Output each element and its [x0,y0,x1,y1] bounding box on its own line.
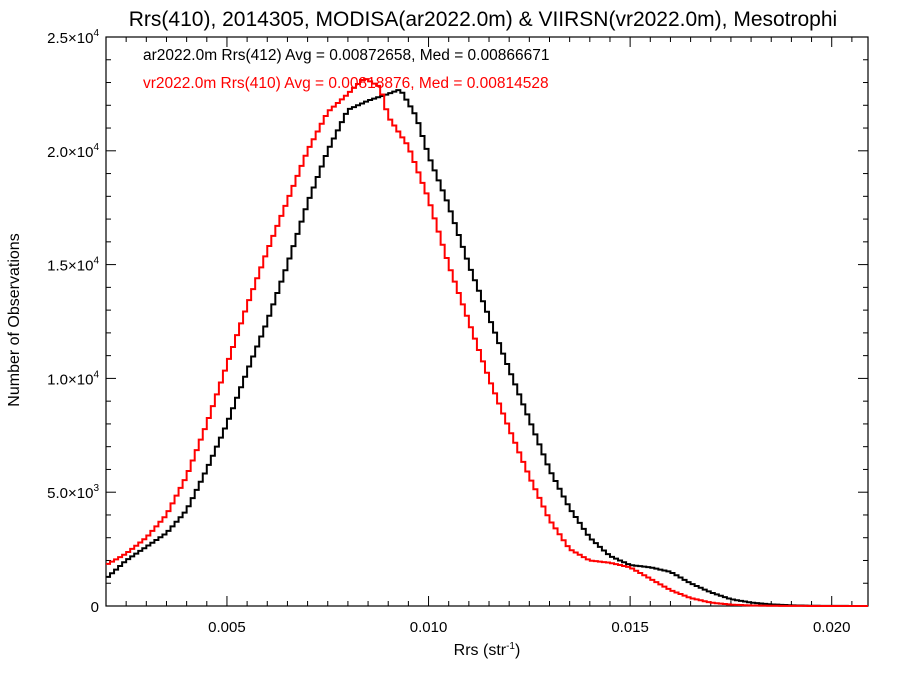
series-line-viirsn [106,78,868,607]
y-tick-mantissa: 1.5×10 [47,258,93,275]
y-tick-label: 1.5×104 [47,256,99,275]
y-tick-label: 1.0×104 [47,369,99,388]
y-tick-mantissa: 2.0×10 [47,144,93,161]
y-axis-label: Number of Observations [6,233,23,406]
y-tick-label: 0 [91,599,99,616]
chart-title: Rrs(410), 2014305, MODISA(ar2022.0m) & V… [129,8,837,31]
x-tick-label: 0.015 [611,619,649,636]
y-tick-exponent: 4 [93,369,99,380]
y-tick-label: 2.5×104 [47,28,99,47]
y-tick-mantissa: 0 [91,599,99,616]
legend: ar2022.0m Rrs(412) Avg = 0.00872658, Med… [143,47,549,92]
y-tick-exponent: 4 [93,28,99,39]
series-line-modisa [106,89,868,607]
y-tick-label: 2.0×104 [47,142,99,161]
legend-entry-viirsn: vr2022.0m Rrs(410) Avg = 0.00818876, Med… [143,75,549,92]
y-tick-mantissa: 5.0×10 [47,485,93,502]
x-tick-label: 0.010 [410,619,448,636]
x-tick-label: 0.005 [208,619,246,636]
y-tick-exponent: 4 [93,142,99,153]
x-axis-label: Rrs (str-1) [454,641,521,659]
y-tick-mantissa: 2.5×10 [47,30,93,47]
x-tick-label: 0.020 [813,619,851,636]
plot-frame [105,36,869,607]
y-tick-exponent: 3 [93,483,99,494]
axis-ticks: 0.005 0.010 0.015 0.02005.0×1031.0×1041.5×1… [47,28,868,636]
y-tick-exponent: 4 [93,256,99,267]
series-lines [106,78,868,607]
y-tick-mantissa: 1.0×10 [47,371,93,388]
y-tick-label: 5.0×103 [47,483,99,502]
plot-axes [105,36,869,607]
legend-entry-modisa: ar2022.0m Rrs(412) Avg = 0.00872658, Med… [143,47,549,64]
